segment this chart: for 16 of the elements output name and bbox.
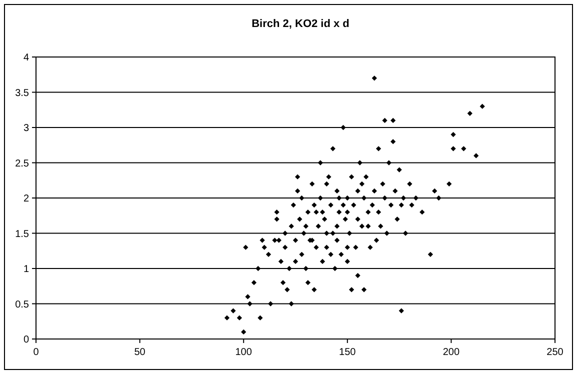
y-tick-label: 1.5 — [15, 228, 30, 240]
y-tick-label: 2.5 — [15, 158, 30, 170]
y-tick-label: 2 — [23, 194, 30, 204]
x-tick-label: 200 — [442, 347, 460, 358]
y-tick-label: 1 — [23, 264, 30, 275]
y-tick-label: 3 — [23, 123, 30, 134]
y-tick-label: 3.5 — [15, 88, 30, 99]
x-tick-label: 250 — [546, 347, 564, 358]
y-tick-label: 0 — [23, 334, 30, 346]
x-tick-label: 100 — [235, 347, 252, 358]
x-tick-label: 0 — [33, 347, 40, 358]
x-tick-label: 50 — [134, 347, 146, 358]
chart-title: Birch 2, KO2 id x d — [252, 18, 350, 30]
y-tick-label: 0.5 — [15, 299, 30, 310]
x-tick-label: 150 — [339, 347, 356, 358]
y-tick-label: 4 — [23, 52, 30, 64]
